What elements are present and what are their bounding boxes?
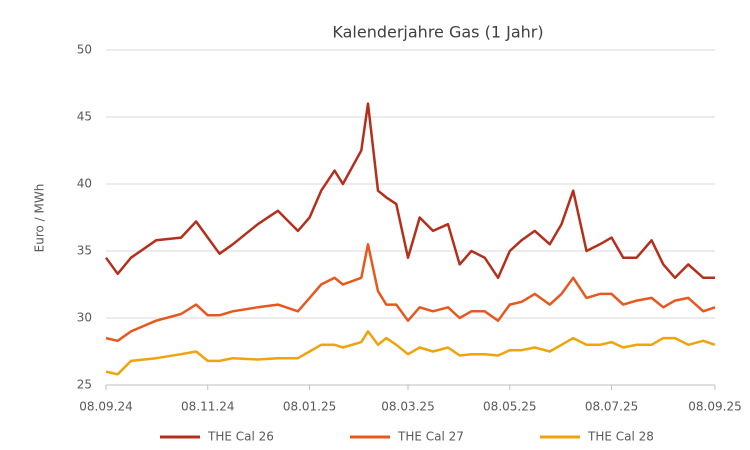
x-tick-label: 08.09.24 [79, 400, 132, 414]
y-tick-label: 35 [77, 244, 92, 258]
y-tick-label: 40 [77, 177, 92, 191]
x-tick-label: 08.07.25 [585, 400, 638, 414]
series-line [105, 243, 716, 343]
legend-label: THE Cal 26 [207, 430, 274, 444]
y-tick-label: 25 [77, 378, 92, 392]
x-tick-label: 08.01.25 [283, 400, 336, 414]
x-tick-label: 08.05.25 [483, 400, 536, 414]
series-line [104, 102, 715, 280]
y-axis-label: Euro / MWh [33, 184, 47, 253]
y-tick-label: 45 [77, 110, 92, 124]
y-tick-label: 50 [77, 43, 92, 57]
legend-label: THE Cal 27 [397, 430, 464, 444]
x-tick-label: 08.11.24 [181, 400, 234, 414]
chart-title: Kalenderjahre Gas (1 Jahr) [332, 23, 543, 42]
x-tick-label: 08.03.25 [381, 400, 434, 414]
legend-label: THE Cal 28 [587, 430, 654, 444]
series-line [105, 330, 716, 376]
y-tick-label: 30 [77, 311, 92, 325]
x-tick-label: 08.09.25 [688, 400, 741, 414]
